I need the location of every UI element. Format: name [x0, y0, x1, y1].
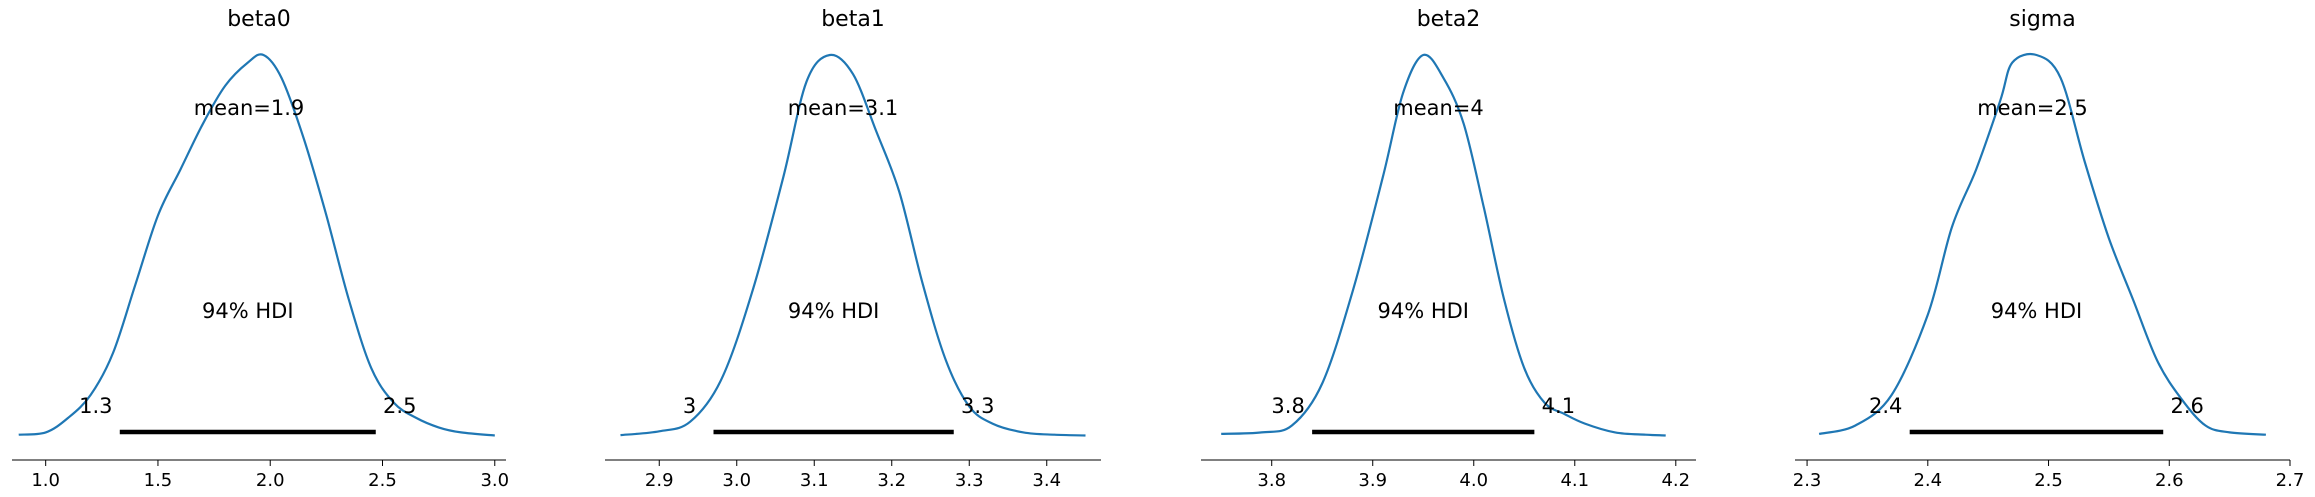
density-line [1818, 52, 2266, 436]
hdi-label: 94% HDI [1991, 299, 2083, 323]
x-tick-label: 2.6 [2155, 470, 2184, 491]
hdi-upper-label: 2.6 [2171, 394, 2204, 418]
posterior-panel-sigma: sigma 2.3 2.4 2.5 2.6 2.7 mean=2.5 94% HDI 2.4 2.… [1793, 7, 2305, 491]
mean-label: mean=1.9 [194, 96, 305, 120]
x-tick-label: 2.7 [2276, 470, 2305, 491]
panel-title: beta0 [227, 7, 291, 32]
density-line [18, 53, 495, 437]
hdi-label: 94% HDI [788, 299, 880, 323]
x-tick-label: 1.0 [31, 470, 60, 491]
hdi-lower-label: 3 [683, 394, 696, 418]
panel-title: beta1 [821, 7, 885, 32]
density-line [1221, 53, 1666, 437]
x-tick-label: 4.2 [1661, 470, 1690, 491]
posterior-panel-beta2: beta2 3.8 3.9 4.0 4.1 4.2 mean=4 94% HDI 3.8 4.1 [1201, 7, 1696, 491]
x-tick-label: 3.3 [955, 470, 984, 491]
x-tick-label: 2.4 [1913, 470, 1942, 491]
hdi-label: 94% HDI [202, 299, 294, 323]
hdi-upper-label: 4.1 [1542, 394, 1575, 418]
x-tick-label: 3.0 [480, 470, 509, 491]
x-tick-label: 3.1 [800, 470, 829, 491]
x-tick-label: 3.2 [877, 470, 906, 491]
x-tick-label: 2.5 [2034, 470, 2063, 491]
x-tick-label: 4.1 [1560, 470, 1589, 491]
panel-title: sigma [2009, 7, 2075, 32]
hdi-upper-label: 3.3 [961, 394, 994, 418]
x-tick-label: 3.0 [722, 470, 751, 491]
x-tick-label: 2.9 [645, 470, 674, 491]
x-tick-label: 3.9 [1358, 470, 1387, 491]
hdi-lower-label: 1.3 [79, 394, 112, 418]
mean-label: mean=2.5 [1977, 96, 2088, 120]
hdi-upper-label: 2.5 [383, 394, 416, 418]
hdi-lower-label: 2.4 [1869, 394, 1902, 418]
mean-label: mean=3.1 [788, 96, 899, 120]
x-tick-label: 3.8 [1257, 470, 1286, 491]
x-tick-label: 1.5 [144, 470, 173, 491]
x-tick-label: 3.4 [1032, 470, 1061, 491]
mean-label: mean=4 [1393, 96, 1484, 120]
posterior-panel-beta0: beta0 1.0 1.5 2.0 2.5 3.0 mean=1.9 94% HDI 1.3 2.… [12, 7, 509, 491]
density-line [620, 53, 1086, 437]
hdi-label: 94% HDI [1377, 299, 1469, 323]
x-tick-label: 2.0 [256, 470, 285, 491]
hdi-lower-label: 3.8 [1271, 394, 1304, 418]
posterior-panel-beta1: beta1 2.9 3.0 3.1 3.2 3.3 3.4 mean=3.1 94% HDI 3 3… [605, 7, 1101, 491]
panel-title: beta2 [1417, 7, 1481, 32]
x-tick-label: 4.0 [1459, 470, 1488, 491]
x-tick-label: 2.3 [1793, 470, 1822, 491]
x-tick-label: 2.5 [368, 470, 397, 491]
